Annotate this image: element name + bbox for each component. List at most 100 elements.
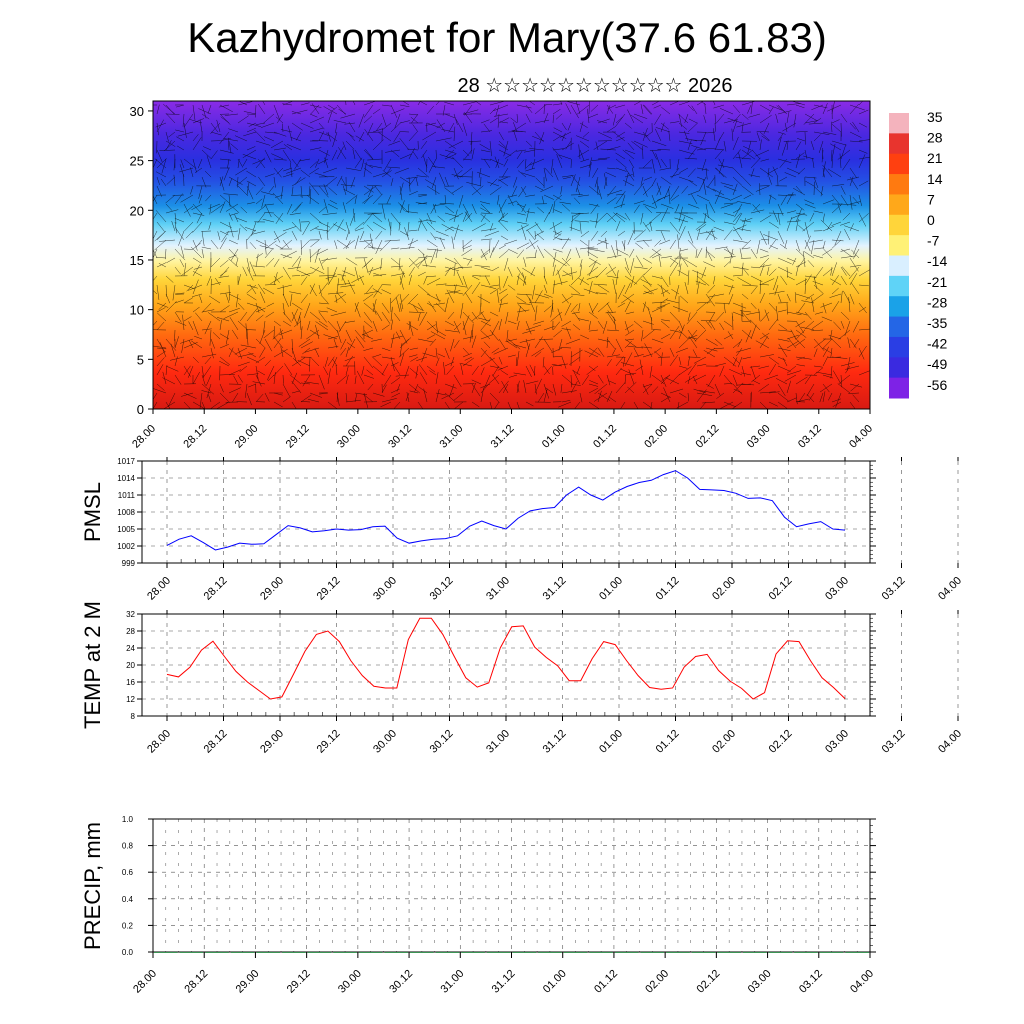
pmsl-y-tick-label: 999 <box>122 559 136 568</box>
colorbar-swatch <box>889 235 909 256</box>
precip-x-tick-label: 03.12 <box>797 968 825 996</box>
colorbar-label: -21 <box>927 274 947 290</box>
colorbar-swatch <box>889 133 909 155</box>
precip-x-tick-label: 29.00 <box>234 968 262 996</box>
precip-x-tick-label: 28.00 <box>131 968 159 996</box>
colorbar-label: -56 <box>927 377 947 393</box>
pmsl-x-tick-label: 02.00 <box>710 575 738 603</box>
colorbar-swatch <box>889 214 909 236</box>
colorbar-swatch <box>889 153 909 175</box>
heatmap-x-tick-label: 29.12 <box>284 423 312 451</box>
heatmap-x-tick-label: 03.12 <box>796 423 824 451</box>
temp-x-tick-label: 04.00 <box>936 728 964 756</box>
precip-x-tick-label: 28.12 <box>182 968 210 996</box>
pmsl-x-tick-label: 30.12 <box>428 575 456 603</box>
precip-bar <box>486 952 511 953</box>
temp-x-tick-label: 01.12 <box>654 728 682 756</box>
pmsl-series-line <box>166 470 846 551</box>
colorbar-swatch <box>889 275 909 297</box>
heatmap-x-tick-label: 28.12 <box>181 423 209 451</box>
precip-bar <box>614 952 639 953</box>
colorbar-label: -7 <box>927 233 940 249</box>
colorbar-swatch <box>889 296 909 318</box>
heatmap-y-tick-label: 10 <box>130 303 144 318</box>
precip-bar <box>691 952 716 953</box>
precip-bar <box>819 952 844 953</box>
precip-bar <box>512 952 537 953</box>
heatmap-y-tick-label: 0 <box>137 402 144 417</box>
precip-y-tick-label: 0.6 <box>122 868 134 877</box>
pmsl-x-tick-label: 29.12 <box>315 575 343 603</box>
heatmap-x-tick-label: 31.12 <box>489 423 517 451</box>
pmsl-y-tick-label: 1005 <box>117 525 135 534</box>
colorbar-label: -42 <box>927 336 947 352</box>
temp-x-tick-label: 31.00 <box>484 728 512 756</box>
pmsl-frame <box>141 460 871 564</box>
precip-bar <box>230 952 255 953</box>
colorbar-swatch <box>889 174 909 195</box>
pmsl-x-tick-label: 31.12 <box>541 575 569 603</box>
precip-bar <box>845 952 869 953</box>
precip-bar <box>307 952 332 953</box>
pmsl-y-tick-label: 1011 <box>118 491 136 500</box>
colorbar-swatch <box>889 316 909 338</box>
colorbar-label: 7 <box>927 191 935 207</box>
colorbar-label: -28 <box>927 294 947 310</box>
colorbar-label: 21 <box>927 150 943 166</box>
heatmap-x-tick-label: 01.12 <box>591 423 619 451</box>
colorbar-label: -49 <box>927 356 947 372</box>
precip-bar <box>358 952 383 953</box>
precip-bar <box>333 952 357 953</box>
precip-bar <box>717 952 741 953</box>
temp-x-tick-label: 02.12 <box>767 728 795 756</box>
precip-x-tick-label: 31.00 <box>438 968 466 996</box>
heatmap-y-tick-label: 20 <box>130 203 144 218</box>
precip-y-tick-label: 0.8 <box>122 842 134 851</box>
precip-bar <box>538 952 562 953</box>
heatmap-x-tick-label: 04.00 <box>847 423 875 451</box>
heatmap-x-tick-label: 02.12 <box>694 423 722 451</box>
temp-x-tick-label: 28.00 <box>145 728 173 756</box>
heatmap-x-tick-label: 31.00 <box>437 423 465 451</box>
precip-bar <box>154 952 178 953</box>
precip-bar <box>205 952 229 953</box>
precip-bar <box>384 952 409 953</box>
precip-bar <box>461 952 485 953</box>
temp-x-tick-label: 02.00 <box>710 728 738 756</box>
precip-bar <box>640 952 665 953</box>
heatmap-y-tick-label: 25 <box>130 154 144 169</box>
precip-x-tick-label: 30.12 <box>387 968 415 996</box>
precip-bar <box>768 952 793 953</box>
pmsl-x-tick-label: 29.00 <box>258 575 286 603</box>
heatmap-x-tick-label: 03.00 <box>745 423 773 451</box>
heatmap-y-tick-label: 15 <box>130 253 144 268</box>
temp-y-tick-label: 16 <box>126 678 135 687</box>
precip-x-tick-label: 03.00 <box>746 968 774 996</box>
precip-panel: 28.00 28.12 29.00 29.12 30.00 30.12 31.00 31.12… <box>80 815 876 996</box>
pmsl-panel: 28.00 28.12 29.00 29.12 30.00 30.12 31.00 31.12… <box>80 457 964 603</box>
colorbar-label: -35 <box>927 315 947 331</box>
precip-bar <box>742 952 767 953</box>
temp-y-tick-label: 12 <box>126 695 135 704</box>
colorbar-label: 0 <box>927 212 935 228</box>
temp-y-axis-label: TEMP at 2 M <box>80 601 105 729</box>
colorbar-swatch <box>889 113 909 134</box>
pmsl-y-tick-label: 1002 <box>117 542 135 551</box>
temp-series-line <box>166 617 846 700</box>
pmsl-x-tick-label: 04.00 <box>936 575 964 603</box>
precip-y-axis-label: PRECIP, mm <box>80 822 105 950</box>
colorbar-swatch <box>889 255 909 277</box>
temp-x-tick-label: 28.12 <box>202 728 230 756</box>
temp-y-tick-label: 8 <box>131 712 136 721</box>
temp-panel: 28.00 28.12 29.00 29.12 30.00 30.12 31.00 31.12… <box>80 601 964 756</box>
colorbar-label: 35 <box>927 109 943 125</box>
precip-x-tick-label: 29.12 <box>285 968 313 996</box>
page-title: Kazhydromet for Mary(37.6 61.83) <box>187 14 827 61</box>
heatmap-y-tick-label: 30 <box>130 104 144 119</box>
precip-x-tick-label: 01.12 <box>592 968 620 996</box>
pmsl-x-tick-label: 03.00 <box>823 575 851 603</box>
temp-x-tick-label: 31.12 <box>541 728 569 756</box>
pmsl-y-tick-label: 1017 <box>117 457 135 466</box>
precip-bar <box>666 952 690 953</box>
